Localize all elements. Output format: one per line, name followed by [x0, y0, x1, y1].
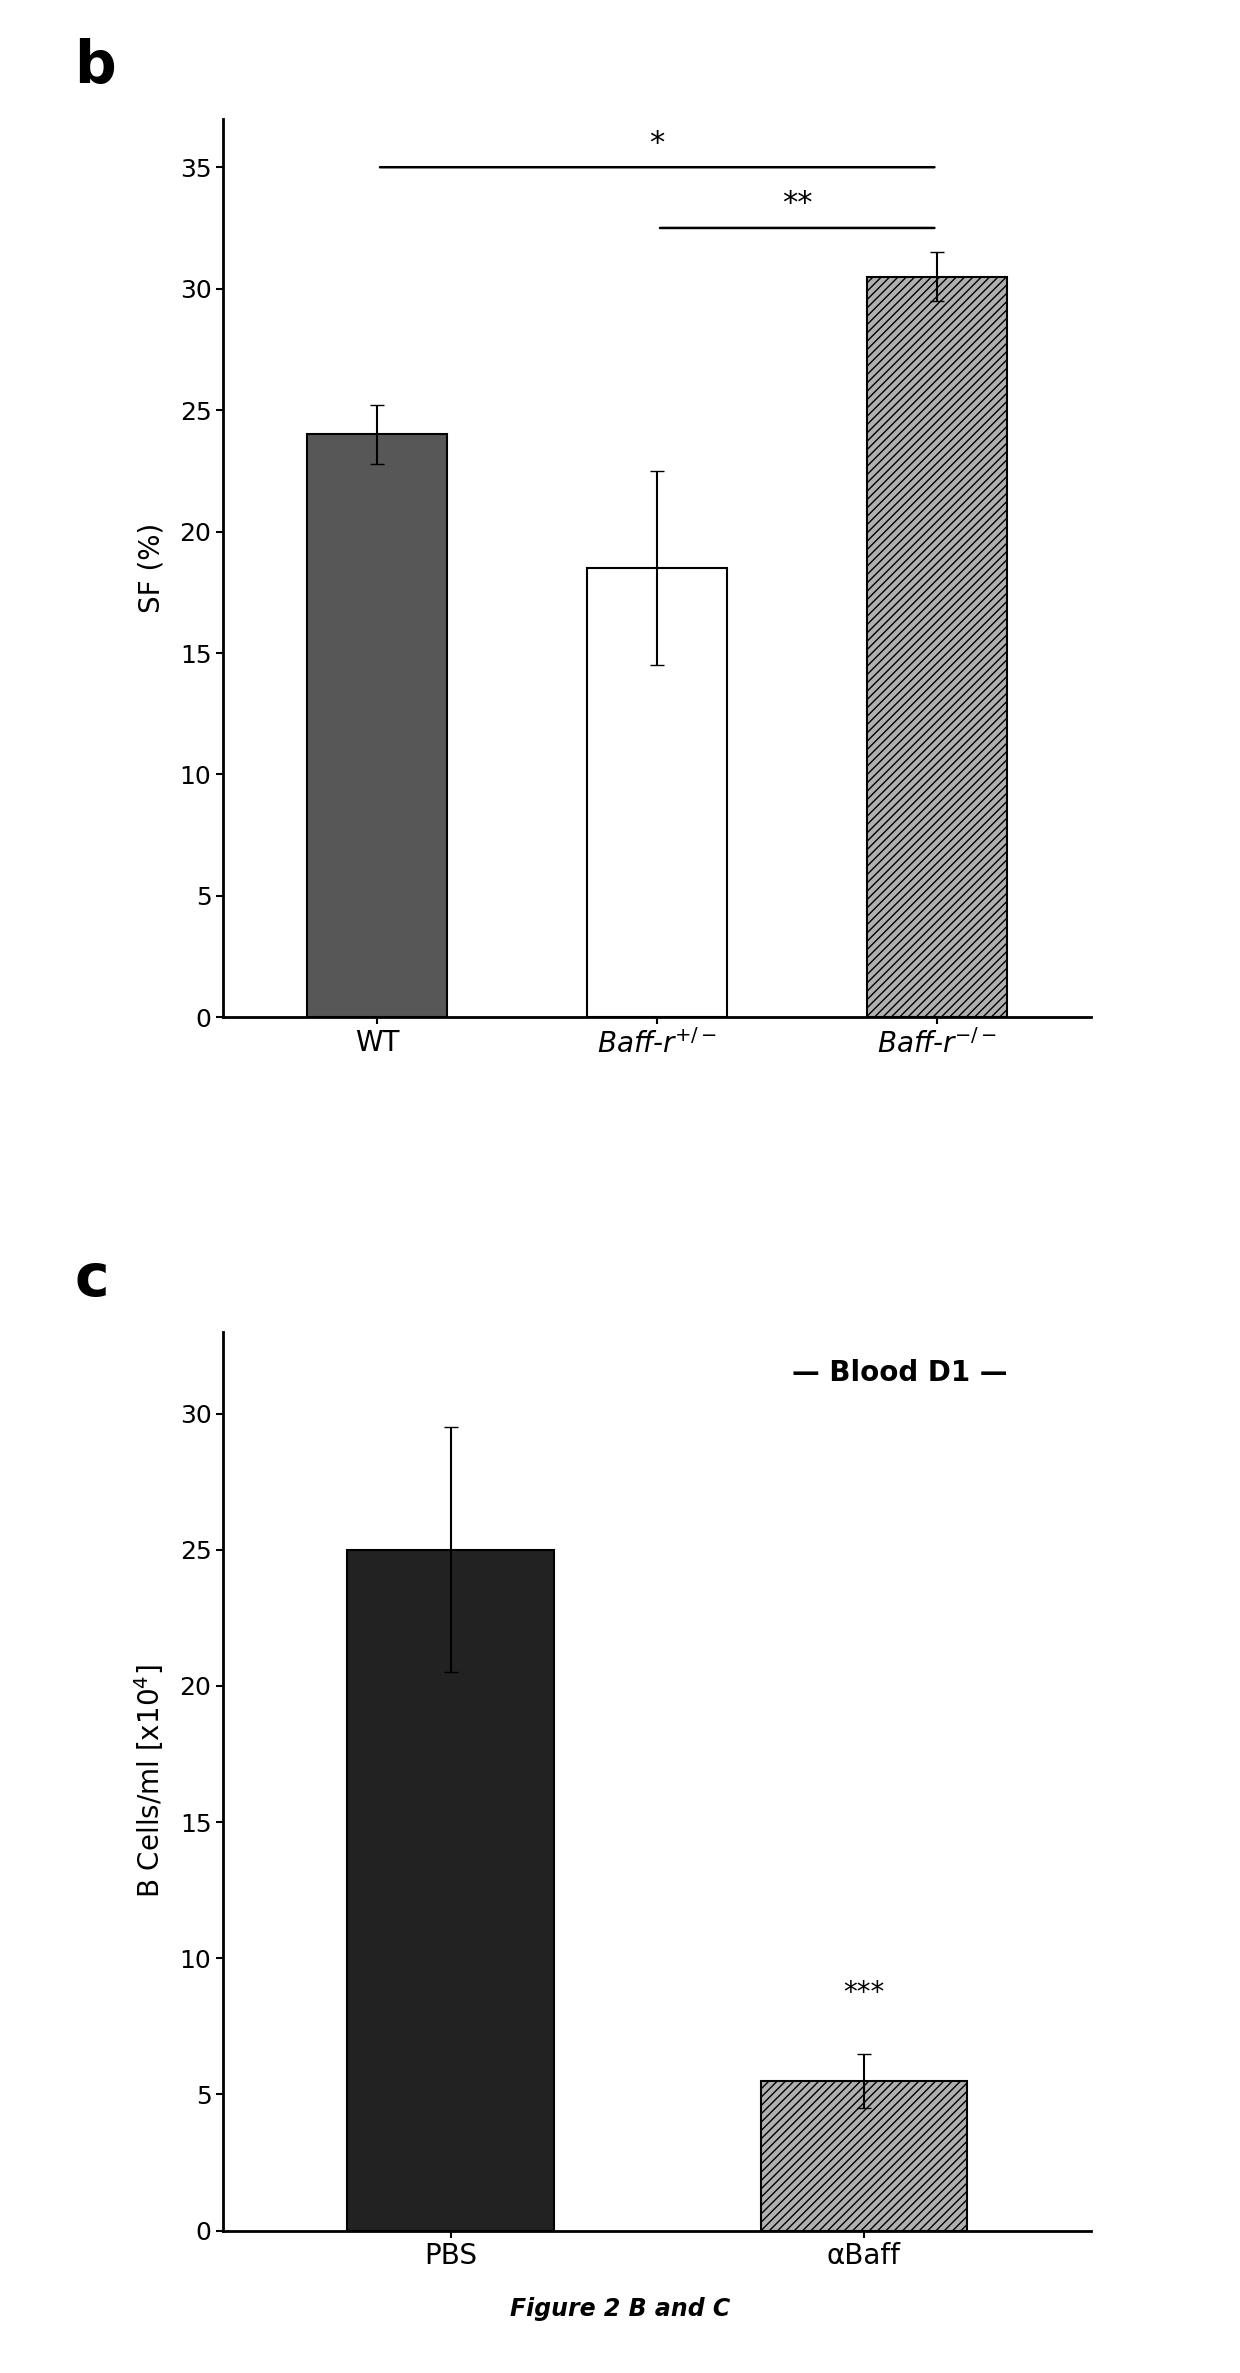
Y-axis label: B Cells/ml [x10$^{4}$]: B Cells/ml [x10$^{4}$]	[131, 1663, 166, 1898]
Bar	[588, 567, 727, 1018]
Text: ***: ***	[843, 1979, 884, 2008]
Bar	[867, 278, 1007, 1018]
Text: Figure 2 B and C: Figure 2 B and C	[510, 2297, 730, 2321]
Text: **: **	[782, 190, 812, 218]
Text: *: *	[650, 128, 665, 157]
Bar	[308, 434, 448, 1018]
Text: c: c	[74, 1251, 109, 1308]
Bar	[760, 2081, 967, 2231]
Text: — Blood D1 —: — Blood D1 —	[792, 1360, 1008, 1386]
Bar	[347, 1550, 554, 2231]
Text: b: b	[74, 38, 117, 95]
Y-axis label: SF (%): SF (%)	[138, 522, 166, 612]
